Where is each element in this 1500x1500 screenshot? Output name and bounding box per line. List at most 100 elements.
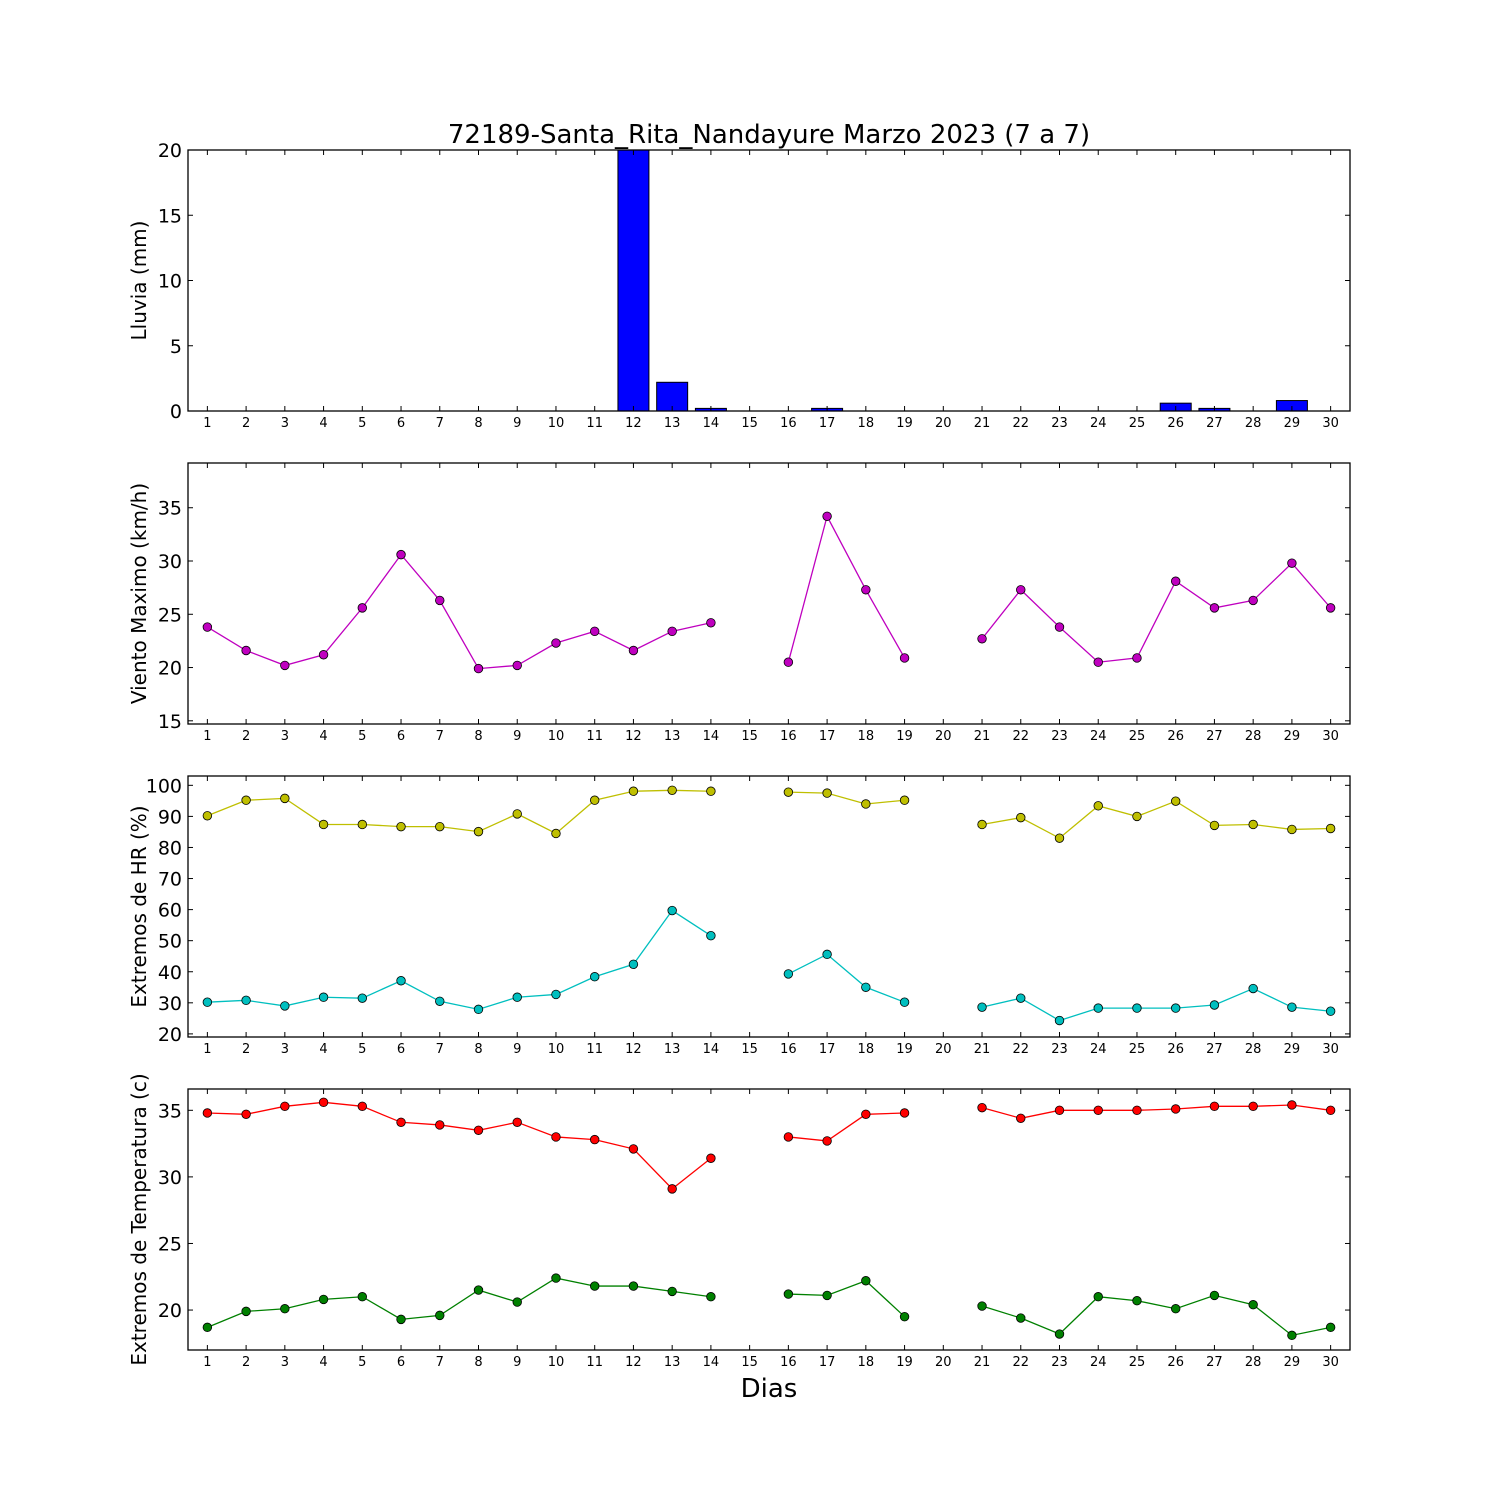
temp-max-point-day-12	[628, 1144, 639, 1154]
y-tick-label: 20	[158, 1024, 182, 1046]
x-tick-label: 28	[1245, 729, 1262, 744]
hr-min-point-day-10	[551, 989, 561, 1000]
temp-min-point-day-4	[318, 1294, 329, 1305]
x-tick-label: 3	[281, 1042, 289, 1057]
hr-min-point-day-13	[667, 905, 677, 916]
temp-min-point-day-29	[1287, 1330, 1297, 1341]
hr-min-point-day-23	[1054, 1015, 1065, 1026]
wind-point-day-25	[1132, 653, 1142, 663]
x-tick-label: 4	[319, 1042, 327, 1057]
y-tick-label: 15	[158, 205, 182, 227]
x-tick-label: 19	[896, 1042, 913, 1057]
x-tick-label: 15	[741, 416, 758, 431]
x-tick-label: 22	[1012, 729, 1029, 744]
x-tick-label: 26	[1167, 416, 1184, 431]
wind-point-day-9	[512, 660, 522, 671]
x-tick-label: 18	[858, 729, 875, 744]
x-tick-label: 19	[896, 729, 913, 744]
x-tick-label: 2	[242, 1355, 250, 1370]
x-tick-label: 25	[1129, 1355, 1146, 1370]
y-tick-label: 20	[158, 1300, 182, 1322]
y-tick-label: 100	[146, 775, 182, 797]
x-tick-label: 16	[780, 729, 797, 744]
temp-min-point-day-19	[899, 1312, 910, 1322]
hr-max-point-day-9	[512, 809, 522, 819]
hr-max-point-day-1	[202, 811, 213, 821]
x-tick-label: 23	[1051, 1042, 1068, 1057]
temp-max-point-day-22	[1016, 1113, 1026, 1123]
x-tick-label: 8	[474, 729, 482, 744]
wind-line	[981, 562, 1332, 663]
hr-max-point-day-23	[1054, 833, 1065, 843]
hr-max-point-day-28	[1248, 819, 1258, 830]
temp-max-point-day-29	[1287, 1100, 1297, 1110]
hr-max-point-day-16	[783, 787, 794, 797]
hr-max-point-day-3	[280, 793, 290, 804]
x-tick-label: 8	[474, 1042, 482, 1057]
x-tick-label: 8	[474, 1355, 482, 1370]
temp-min-point-day-27	[1209, 1290, 1220, 1301]
x-tick-label: 5	[358, 1042, 366, 1057]
x-tick-label: 29	[1284, 416, 1301, 431]
temp-min-point-day-28	[1248, 1300, 1258, 1310]
temp-min-line	[981, 1294, 1331, 1337]
hr-max-point-day-25	[1132, 811, 1142, 822]
wind-line	[207, 553, 712, 670]
hr-max-line	[207, 789, 711, 835]
hr-min-line	[207, 909, 712, 1011]
hr-max-point-day-5	[357, 819, 368, 830]
wind-point-day-18	[861, 585, 871, 595]
x-tick-label: 14	[703, 1355, 720, 1370]
x-axis-label: Dias	[741, 1374, 798, 1404]
x-tick-label: 28	[1245, 1355, 1262, 1370]
hr-min-point-day-1	[202, 997, 213, 1007]
hr-min-point-day-19	[899, 997, 910, 1007]
x-tick-label: 27	[1206, 1355, 1223, 1370]
wind-point-day-14	[706, 618, 716, 628]
x-tick-label: 14	[703, 416, 720, 431]
hr-max-point-day-11	[590, 795, 600, 805]
y-tick-label: 30	[158, 1167, 182, 1189]
x-tick-label: 9	[513, 1355, 521, 1370]
y-axis-label: Extremos de Temperatura (c)	[127, 1073, 151, 1365]
x-tick-label: 30	[1322, 1042, 1339, 1057]
x-tick-label: 15	[741, 1355, 758, 1370]
hr-max-point-day-24	[1093, 801, 1103, 811]
temp-max-point-day-7	[435, 1120, 445, 1130]
x-tick-label: 24	[1090, 1355, 1107, 1370]
x-tick-label: 1	[203, 416, 211, 431]
x-tick-label: 5	[358, 416, 366, 431]
hr-max-point-day-13	[667, 785, 677, 795]
temp-max-point-day-2	[241, 1109, 251, 1120]
wind-point-day-17	[822, 511, 832, 521]
x-tick-label: 10	[548, 1355, 565, 1370]
x-tick-label: 12	[625, 416, 642, 431]
temp-max-point-day-5	[357, 1101, 368, 1112]
x-tick-label: 18	[858, 1355, 875, 1370]
y-tick-label: 30	[158, 993, 182, 1015]
temp-max-point-day-1	[202, 1108, 213, 1118]
x-tick-label: 21	[974, 729, 991, 744]
x-tick-label: 11	[586, 729, 603, 744]
x-tick-label: 7	[436, 729, 444, 744]
x-tick-label: 10	[548, 729, 565, 744]
hr-max-point-day-12	[628, 786, 639, 796]
y-tick-label: 50	[158, 931, 182, 953]
x-tick-label: 1	[203, 1042, 211, 1057]
wind-point-day-27	[1209, 603, 1220, 613]
temp-max-point-day-14	[706, 1153, 716, 1163]
wind-point-day-11	[590, 626, 600, 637]
temp-max-point-day-24	[1093, 1105, 1103, 1116]
y-axis-label: Viento Maximo (km/h)	[127, 483, 151, 704]
plot-area	[202, 1097, 1336, 1341]
x-tick-label: 11	[586, 416, 603, 431]
y-tick-label: 25	[158, 604, 182, 626]
chart-title: 72189-Santa_Rita_Nandayure Marzo 2023 (7…	[448, 120, 1090, 150]
y-tick-label: 20	[158, 658, 182, 680]
x-tick-label: 23	[1051, 416, 1068, 431]
temp-min-point-day-7	[435, 1310, 445, 1321]
x-tick-label: 12	[625, 729, 642, 744]
x-tick-label: 25	[1129, 1042, 1146, 1057]
